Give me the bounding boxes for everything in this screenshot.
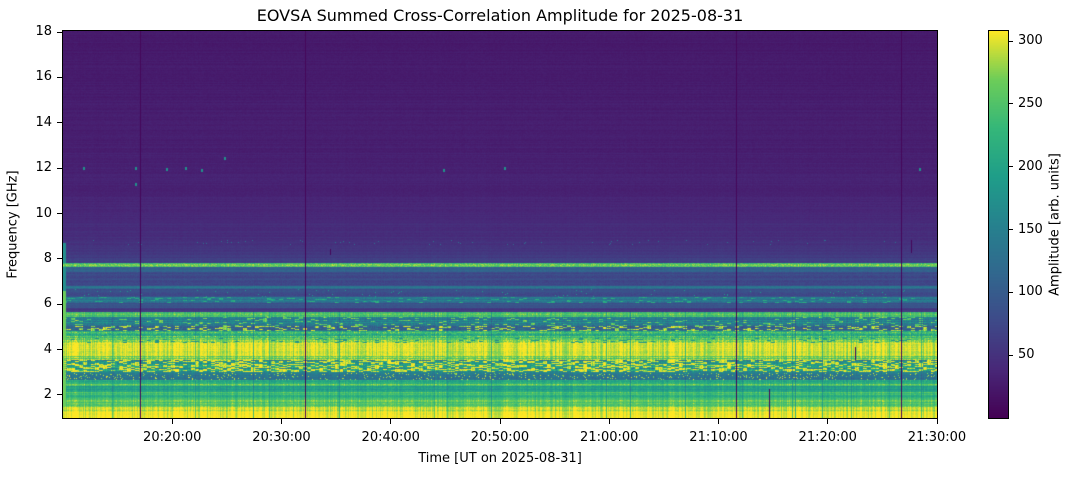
- y-tick-label: 16: [35, 69, 52, 85]
- y-tick-label: 2: [43, 386, 52, 402]
- y-tick-mark: [57, 213, 62, 214]
- x-tick-label: 21:30:00: [907, 430, 967, 445]
- colorbar-tick-mark: [1009, 291, 1013, 293]
- y-tick-label: 14: [35, 114, 52, 130]
- x-tick-mark: [281, 419, 282, 424]
- y-tick-mark: [57, 394, 62, 396]
- x-tick-mark: [608, 419, 610, 424]
- y-tick-mark: [57, 167, 62, 169]
- colorbar-tick-label: 150: [1018, 221, 1043, 237]
- y-tick-label: 18: [35, 24, 52, 40]
- y-tick-mark: [57, 122, 62, 124]
- colorbar-tick-mark: [1009, 229, 1013, 231]
- colorbar-tick-label: 50: [1018, 347, 1035, 363]
- y-tick-label: 8: [43, 250, 52, 266]
- colorbar-tick-label: 100: [1018, 284, 1043, 300]
- colorbar-label: Amplitude [arb. units]: [1047, 153, 1063, 296]
- colorbar-tick-label: 250: [1018, 95, 1043, 111]
- x-tick-label: 21:00:00: [580, 430, 639, 445]
- colorbar-tick-mark: [1009, 103, 1013, 105]
- colorbar-tick-mark: [1009, 166, 1013, 168]
- x-tick-label: 20:50:00: [470, 430, 530, 445]
- y-tick-mark: [57, 258, 62, 260]
- colorbar-tick-mark: [1009, 354, 1013, 356]
- x-tick-label: 20:30:00: [252, 430, 311, 445]
- y-tick-label: 12: [35, 160, 52, 176]
- y-tick-label: 4: [43, 341, 52, 357]
- y-tick-mark: [57, 303, 62, 305]
- y-tick-mark: [57, 31, 62, 33]
- y-tick-mark: [57, 76, 62, 78]
- x-tick-mark: [390, 419, 392, 424]
- colorbar-gradient: [989, 31, 1008, 418]
- y-tick-label: 6: [43, 296, 52, 312]
- x-tick-label: 21:20:00: [798, 430, 857, 445]
- x-tick-mark: [936, 419, 938, 424]
- x-tick-mark: [718, 419, 719, 424]
- chart-title: EOVSA Summed Cross-Correlation Amplitude…: [256, 6, 744, 25]
- colorbar-tick-label: 300: [1018, 33, 1043, 49]
- x-tick-mark: [499, 419, 501, 424]
- x-tick-label: 20:20:00: [143, 430, 202, 445]
- spectrogram-heatmap: [63, 31, 937, 418]
- x-tick-label: 20:40:00: [361, 430, 420, 445]
- x-tick-label: 21:10:00: [689, 430, 748, 445]
- y-tick-label: 10: [35, 205, 52, 221]
- y-tick-mark: [57, 349, 62, 351]
- colorbar-tick-label: 200: [1018, 158, 1043, 174]
- x-tick-mark: [827, 419, 829, 424]
- colorbar-tick-mark: [1009, 40, 1013, 42]
- x-tick-mark: [171, 419, 173, 424]
- x-axis-label: Time [UT on 2025-08-31]: [418, 451, 582, 466]
